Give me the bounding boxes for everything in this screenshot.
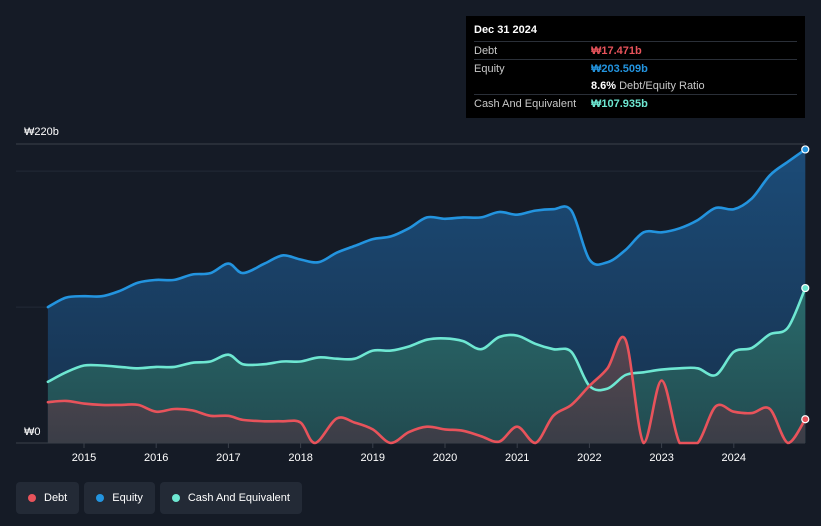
data-tooltip: Dec 31 2024 Debt ₩17.471b Equity ₩203.50… bbox=[466, 16, 805, 118]
y-axis-min-label: ₩0 bbox=[24, 426, 41, 438]
tooltip-equity-value: ₩203.509b bbox=[591, 62, 648, 75]
x-axis-ticks: 2015 2016 2017 2018 2019 2020 2021 2022 2023 2024 bbox=[72, 443, 746, 464]
tooltip-date: Dec 31 2024 bbox=[474, 24, 537, 36]
tooltip-cash-row: Cash And Equivalent ₩107.935b bbox=[474, 94, 797, 112]
x-tick-label: 2022 bbox=[577, 452, 601, 464]
x-tick-label: 2019 bbox=[361, 452, 385, 464]
legend-cash-label: Cash And Equivalent bbox=[187, 492, 290, 504]
legend-debt-label: Debt bbox=[44, 492, 68, 504]
series-area-debt bbox=[47, 336, 806, 443]
x-tick-label: 2021 bbox=[505, 452, 529, 464]
legend-cash-dot bbox=[171, 494, 180, 502]
series-endpoint-equity bbox=[801, 145, 810, 154]
tooltip-ratio-value: 8.6% bbox=[591, 79, 617, 92]
x-tick-label: 2016 bbox=[144, 452, 168, 464]
x-tick-label: 2024 bbox=[722, 452, 746, 464]
legend-item-equity[interactable]: Equity bbox=[84, 482, 155, 514]
legend-item-cash[interactable]: Cash And Equivalent bbox=[159, 482, 302, 514]
x-tick-label: 2017 bbox=[216, 452, 240, 464]
legend-debt-dot bbox=[28, 494, 36, 502]
x-tick-label: 2020 bbox=[433, 452, 457, 464]
x-tick-label: 2015 bbox=[72, 452, 96, 464]
tooltip-debt-row: Debt ₩17.471b bbox=[474, 41, 797, 59]
series-endpoints bbox=[801, 145, 810, 424]
series-line-equity bbox=[46, 148, 807, 309]
series-endpoint-cash bbox=[801, 283, 810, 293]
chart-legend: Debt Equity Cash And Equivalent bbox=[16, 482, 302, 514]
tooltip-equity-row: Equity ₩203.509b bbox=[474, 59, 797, 77]
x-tick-label: 2018 bbox=[288, 452, 312, 464]
tooltip-ratio-row: 8.6% Debt/Equity Ratio bbox=[474, 77, 797, 94]
tooltip-debt-label: Debt bbox=[474, 44, 498, 57]
chart-areas bbox=[47, 149, 806, 443]
y-axis-max-label: ₩220b bbox=[24, 126, 59, 138]
legend-item-debt[interactable]: Debt bbox=[16, 482, 80, 514]
tooltip-debt-value: ₩17.471b bbox=[591, 44, 642, 57]
legend-equity-dot bbox=[96, 494, 105, 502]
tooltip-equity-label: Equity bbox=[474, 62, 505, 75]
series-line-cash bbox=[46, 286, 807, 392]
series-line-debt bbox=[46, 335, 807, 445]
legend-equity-label: Equity bbox=[112, 492, 143, 504]
series-endpoint-debt bbox=[801, 415, 810, 424]
x-tick-label: 2023 bbox=[649, 452, 673, 464]
tooltip-cash-label: Cash And Equivalent bbox=[474, 97, 577, 110]
chart-lines bbox=[46, 148, 807, 445]
tooltip-cash-value: ₩107.935b bbox=[591, 97, 648, 110]
tooltip-ratio-label: Debt/Equity Ratio bbox=[619, 79, 705, 92]
